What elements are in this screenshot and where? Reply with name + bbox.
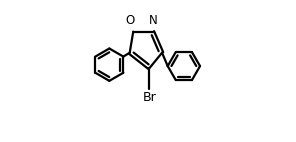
Text: Br: Br xyxy=(143,91,156,104)
Text: O: O xyxy=(126,14,135,27)
Text: N: N xyxy=(149,14,157,27)
